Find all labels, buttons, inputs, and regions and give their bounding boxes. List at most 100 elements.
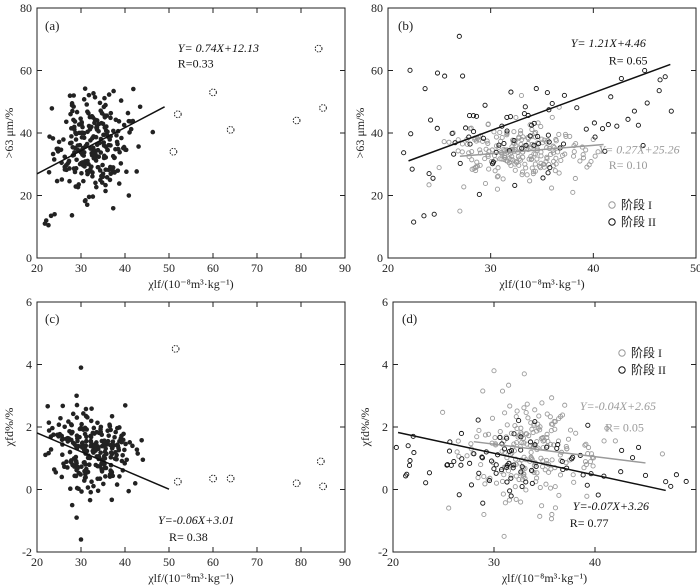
data-point bbox=[130, 443, 135, 449]
data-point bbox=[523, 487, 529, 493]
y-tick-label: 2 bbox=[26, 420, 32, 434]
data-point bbox=[110, 439, 116, 444]
data-point bbox=[551, 158, 557, 164]
data-point bbox=[550, 143, 556, 149]
data-point bbox=[502, 155, 508, 161]
data-point bbox=[482, 481, 488, 487]
data-point bbox=[562, 151, 568, 157]
data-point bbox=[500, 176, 506, 182]
data-point bbox=[79, 489, 84, 494]
data-point bbox=[114, 482, 120, 487]
data-point bbox=[101, 143, 107, 148]
data-point bbox=[89, 479, 94, 485]
data-point bbox=[602, 148, 608, 154]
data-point bbox=[508, 89, 514, 95]
data-point bbox=[88, 438, 94, 444]
data-point bbox=[584, 493, 590, 499]
data-point bbox=[107, 177, 113, 183]
data-point bbox=[504, 128, 510, 134]
data-point bbox=[59, 474, 65, 480]
data-point bbox=[497, 429, 503, 435]
data-point bbox=[474, 159, 480, 165]
data-point bbox=[584, 164, 590, 170]
data-point bbox=[499, 156, 505, 162]
data-point bbox=[542, 467, 548, 473]
data-point bbox=[85, 109, 90, 114]
data-point bbox=[120, 145, 126, 151]
data-point bbox=[85, 415, 90, 420]
data-layer bbox=[37, 44, 327, 228]
data-point bbox=[459, 141, 466, 147]
data-point bbox=[78, 160, 84, 166]
data-point bbox=[504, 422, 510, 428]
data-point bbox=[494, 186, 500, 192]
data-point bbox=[459, 456, 465, 462]
data-point bbox=[84, 427, 89, 432]
data-point bbox=[547, 165, 553, 171]
x-tick-label: 90 bbox=[339, 261, 351, 275]
data-point bbox=[518, 157, 524, 163]
y-tick-label: 80 bbox=[371, 1, 383, 15]
data-point bbox=[458, 430, 464, 437]
regression-equation: Y=-0.06X+3.01 bbox=[158, 513, 234, 527]
data-point bbox=[508, 493, 514, 499]
data-point bbox=[45, 404, 51, 409]
data-point bbox=[523, 410, 529, 416]
correlation-coefficient: R= 0.05 bbox=[605, 421, 644, 435]
data-point bbox=[79, 135, 85, 140]
data-point bbox=[116, 181, 122, 186]
data-point bbox=[480, 388, 486, 394]
data-point bbox=[95, 164, 101, 170]
outlier-point bbox=[169, 147, 178, 156]
data-point bbox=[108, 110, 114, 116]
data-point bbox=[504, 479, 510, 485]
y-axis-label: >63 μm/% bbox=[2, 108, 16, 159]
data-point bbox=[528, 449, 534, 455]
data-point bbox=[411, 219, 417, 225]
data-point bbox=[600, 126, 606, 132]
data-point bbox=[70, 144, 76, 150]
data-point bbox=[46, 169, 52, 175]
data-point bbox=[404, 471, 410, 477]
data-point bbox=[642, 472, 649, 478]
data-point bbox=[99, 180, 105, 185]
data-point bbox=[100, 171, 106, 177]
data-point bbox=[47, 134, 52, 139]
data-point bbox=[552, 484, 558, 490]
data-point bbox=[46, 222, 51, 228]
data-point bbox=[482, 432, 488, 438]
data-point bbox=[114, 133, 119, 138]
data-point bbox=[103, 182, 108, 188]
data-point bbox=[543, 481, 549, 487]
data-point bbox=[71, 93, 77, 98]
data-point bbox=[69, 502, 75, 508]
data-point bbox=[440, 409, 446, 415]
data-point bbox=[496, 144, 502, 150]
data-point bbox=[529, 467, 535, 473]
data-point bbox=[99, 432, 105, 437]
data-point bbox=[592, 153, 598, 159]
data-point bbox=[499, 467, 505, 473]
data-point bbox=[139, 437, 144, 443]
legend: 阶段 I 阶段 II bbox=[608, 197, 656, 229]
data-point bbox=[513, 159, 519, 165]
x-tick-label: 70 bbox=[251, 555, 263, 569]
data-point bbox=[486, 431, 492, 437]
panel-label: (c) bbox=[45, 311, 59, 326]
data-point bbox=[137, 104, 143, 110]
data-point bbox=[72, 464, 77, 469]
data-point bbox=[514, 408, 520, 414]
data-point bbox=[401, 150, 407, 156]
data-point bbox=[662, 74, 668, 80]
data-point bbox=[93, 180, 98, 186]
data-point bbox=[84, 449, 89, 454]
x-tick-label: 40 bbox=[589, 555, 601, 569]
data-point bbox=[55, 146, 61, 152]
data-point bbox=[571, 143, 577, 149]
data-point bbox=[457, 208, 463, 214]
data-point bbox=[110, 445, 115, 451]
data-point bbox=[475, 417, 481, 423]
outlier-point bbox=[209, 88, 217, 97]
data-point bbox=[519, 145, 525, 151]
